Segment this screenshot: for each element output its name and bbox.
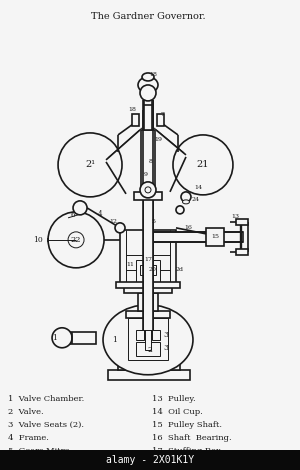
Bar	[68, 332, 96, 344]
Ellipse shape	[182, 200, 190, 204]
Text: 24: 24	[192, 197, 200, 203]
Text: 16  Shaft  Bearing.: 16 Shaft Bearing.	[152, 434, 232, 442]
Text: 4  Frame.: 4 Frame.	[8, 434, 49, 442]
Text: 1: 1	[112, 336, 118, 344]
Text: 5  Gears Mitre.: 5 Gears Mitre.	[8, 446, 72, 454]
Text: 2¹: 2¹	[85, 160, 95, 169]
Bar	[143, 100, 153, 330]
Text: The Gardner Governor.: The Gardner Governor.	[91, 12, 205, 21]
Ellipse shape	[103, 305, 193, 375]
Text: 6  Lever Ball Screw: 6 Lever Ball Screw	[8, 460, 91, 468]
Text: 8: 8	[149, 159, 153, 164]
Circle shape	[145, 187, 151, 193]
Text: 2: 2	[148, 346, 152, 354]
Text: 3  Valve Seats (2).: 3 Valve Seats (2).	[8, 421, 84, 429]
Bar	[141, 130, 155, 192]
Text: 3: 3	[164, 331, 169, 339]
Bar	[136, 342, 160, 356]
Text: 10: 10	[33, 236, 43, 244]
Bar	[120, 230, 176, 285]
Circle shape	[181, 192, 191, 202]
Bar	[136, 260, 160, 282]
Text: 16: 16	[184, 225, 192, 230]
Text: 3: 3	[164, 344, 169, 352]
Text: 13  Pulley.: 13 Pulley.	[152, 395, 196, 403]
Text: alamy - 2X01K1Y: alamy - 2X01K1Y	[106, 454, 194, 465]
Bar	[206, 228, 224, 246]
Bar	[0, 450, 300, 470]
Bar	[136, 330, 144, 340]
Bar	[126, 311, 170, 318]
Text: 22: 22	[71, 236, 81, 244]
Text: 4: 4	[98, 210, 102, 218]
Circle shape	[58, 133, 122, 197]
Text: 5: 5	[151, 219, 155, 224]
Bar	[108, 370, 190, 380]
Text: 14  Oil Cup.: 14 Oil Cup.	[152, 408, 203, 416]
Text: 18: 18	[149, 72, 157, 78]
Bar	[124, 285, 172, 293]
Text: 9: 9	[144, 172, 148, 177]
Text: 2d: 2d	[176, 267, 184, 272]
Bar	[116, 282, 180, 288]
Circle shape	[115, 223, 125, 233]
Bar	[140, 265, 156, 275]
Text: 17: 17	[144, 258, 152, 262]
Circle shape	[140, 85, 156, 101]
Text: 12: 12	[109, 219, 117, 224]
Bar	[236, 219, 248, 225]
Bar	[153, 232, 243, 242]
Text: 1: 1	[52, 334, 58, 342]
Circle shape	[52, 328, 72, 348]
Bar	[132, 114, 139, 126]
Circle shape	[173, 135, 233, 195]
Ellipse shape	[138, 77, 158, 93]
Text: 18: 18	[128, 108, 136, 112]
Text: 7: 7	[161, 112, 165, 118]
Circle shape	[73, 201, 87, 215]
Text: 2  Valve.: 2 Valve.	[8, 408, 44, 416]
Bar	[138, 293, 158, 311]
Text: 17  Stuffing Box.: 17 Stuffing Box.	[152, 446, 224, 454]
Text: 20: 20	[149, 267, 157, 272]
Circle shape	[68, 232, 84, 248]
Text: 19: 19	[154, 137, 162, 142]
Text: 6: 6	[71, 211, 75, 219]
Bar	[152, 330, 160, 340]
Bar	[236, 249, 248, 255]
Text: 21: 21	[197, 160, 209, 169]
Ellipse shape	[142, 73, 154, 81]
Text: 11: 11	[126, 262, 134, 267]
Circle shape	[140, 182, 156, 198]
Bar	[118, 362, 180, 370]
Bar	[128, 318, 168, 360]
Bar	[157, 114, 164, 126]
Bar	[144, 105, 152, 130]
Text: 15  Pulley Shaft.: 15 Pulley Shaft.	[152, 421, 222, 429]
Text: 18  Head.: 18 Head.	[152, 460, 193, 468]
Text: 1  Valve Chamber.: 1 Valve Chamber.	[8, 395, 84, 403]
Text: 15: 15	[211, 235, 219, 239]
Bar	[145, 320, 151, 350]
Bar	[134, 192, 162, 200]
Text: 14: 14	[194, 185, 202, 190]
Text: 13: 13	[231, 214, 239, 219]
Circle shape	[176, 206, 184, 214]
Circle shape	[48, 212, 104, 268]
